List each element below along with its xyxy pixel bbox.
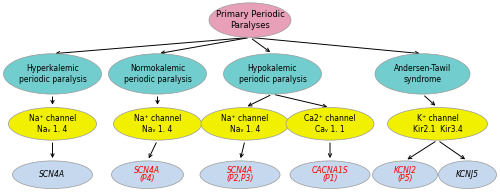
Ellipse shape — [112, 161, 184, 189]
Text: (P2,P3): (P2,P3) — [226, 174, 254, 183]
Text: CACNA1S: CACNA1S — [312, 166, 348, 175]
Text: Na⁺ channel
Naᵥ 1. 4: Na⁺ channel Naᵥ 1. 4 — [134, 114, 181, 134]
Text: KCNJ2: KCNJ2 — [394, 166, 416, 175]
Text: SCN4A: SCN4A — [134, 166, 160, 175]
Text: Na⁺ channel
Naᵥ 1. 4: Na⁺ channel Naᵥ 1. 4 — [222, 114, 268, 134]
Text: SCN4A: SCN4A — [40, 170, 66, 179]
Ellipse shape — [201, 108, 289, 140]
Text: Primary Periodic
Paralyses: Primary Periodic Paralyses — [216, 10, 284, 30]
Ellipse shape — [388, 108, 488, 140]
Ellipse shape — [8, 108, 96, 140]
Text: SCN4A: SCN4A — [227, 166, 253, 175]
Ellipse shape — [375, 54, 470, 94]
Text: Na⁺ channel
Naᵥ 1. 4: Na⁺ channel Naᵥ 1. 4 — [29, 114, 76, 134]
Ellipse shape — [200, 161, 280, 189]
Text: Hypokalemic
periodic paralysis: Hypokalemic periodic paralysis — [238, 64, 306, 84]
Ellipse shape — [438, 161, 496, 189]
Ellipse shape — [114, 108, 202, 140]
Ellipse shape — [286, 108, 374, 140]
Ellipse shape — [290, 161, 370, 189]
Ellipse shape — [224, 54, 322, 94]
Text: (P1): (P1) — [322, 174, 338, 183]
Text: Andersen-Tawil
syndrome: Andersen-Tawil syndrome — [394, 64, 451, 84]
Ellipse shape — [12, 161, 92, 189]
Ellipse shape — [4, 54, 102, 94]
Text: (P4): (P4) — [140, 174, 155, 183]
Text: K⁺ channel
Kir2.1  Kir3.4: K⁺ channel Kir2.1 Kir3.4 — [412, 114, 463, 134]
Text: KCNJ5: KCNJ5 — [456, 170, 479, 179]
Text: (P5): (P5) — [397, 174, 413, 183]
Text: Ca2⁺ channel
Caᵥ 1. 1: Ca2⁺ channel Caᵥ 1. 1 — [304, 114, 356, 134]
Ellipse shape — [372, 161, 438, 189]
Text: Hyperkalemic
periodic paralysis: Hyperkalemic periodic paralysis — [18, 64, 86, 84]
Text: Normokalemic
periodic paralysis: Normokalemic periodic paralysis — [124, 64, 192, 84]
Ellipse shape — [209, 3, 291, 37]
Ellipse shape — [108, 54, 206, 94]
